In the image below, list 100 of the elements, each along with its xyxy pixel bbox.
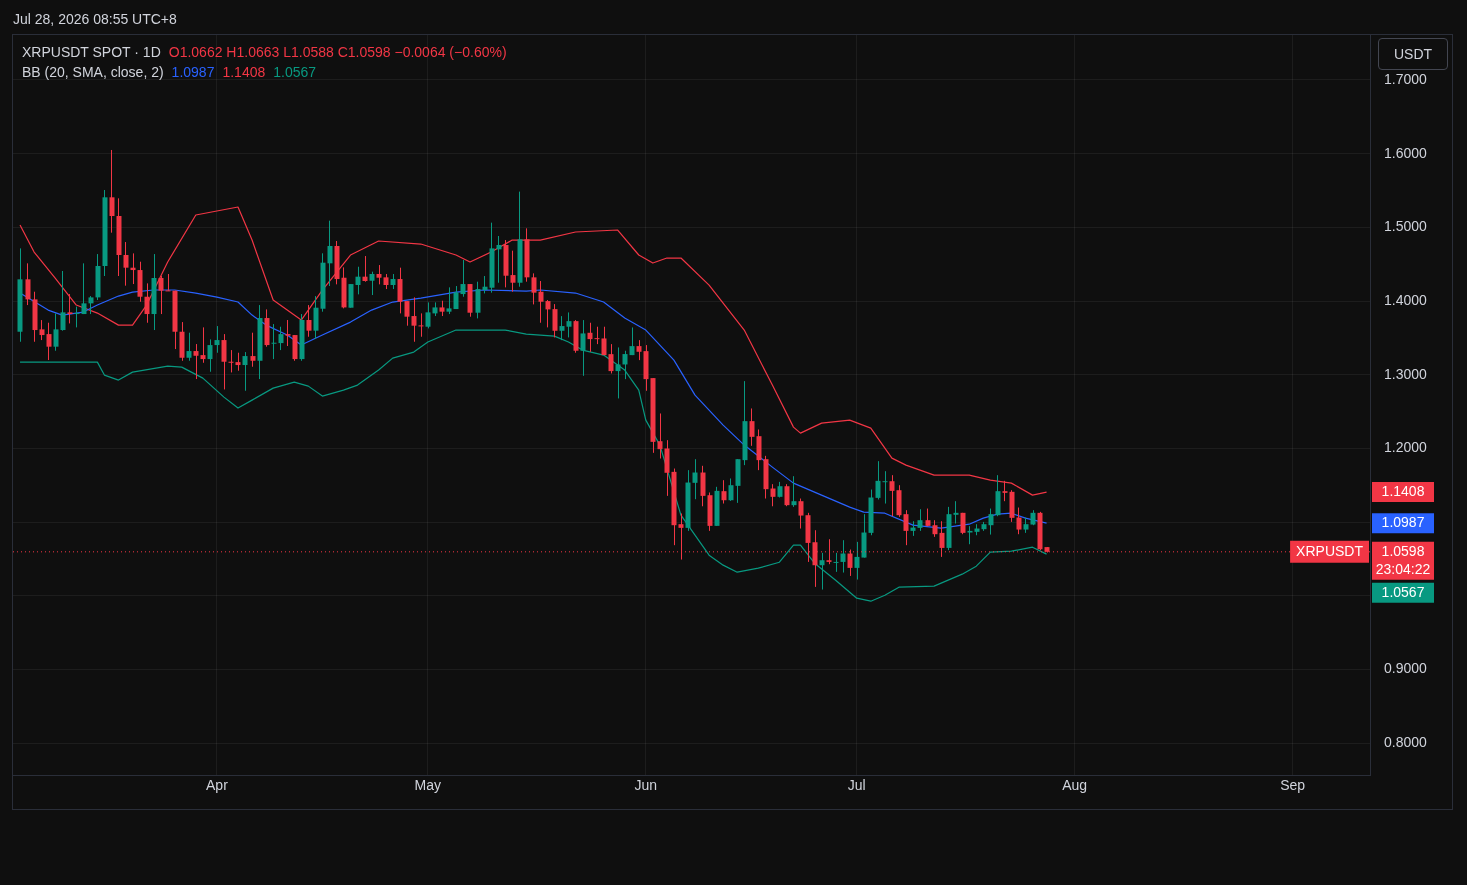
candlestick [608,343,614,374]
y-tick-label: 1.5000 [1384,218,1428,235]
candlestick [545,299,551,328]
candlestick [376,264,382,285]
candlestick [242,351,248,392]
candlestick [228,349,234,373]
candlestick [538,280,544,324]
candlestick [25,262,31,306]
candlestick [285,319,291,347]
candlestick [791,475,797,508]
candlestick [629,326,635,356]
text: 1.0598 [1381,542,1425,559]
candlestick [756,428,762,471]
y-tick-label: 1.7000 [1384,70,1428,87]
candlestick [214,325,220,354]
x-tick-label: Sep [1280,777,1306,794]
x-tick-label: Aug [1062,777,1088,794]
candlestick [587,322,593,353]
candlestick [636,339,642,361]
candlestick [60,270,66,332]
candlestick [397,267,403,314]
text: 1.0567 [1381,583,1425,600]
candlestick [144,282,150,324]
candlestick [749,407,755,447]
candlestick [123,241,129,287]
candlestick [446,286,452,315]
text: 23:04:22 [1375,560,1431,577]
candlestick [903,509,909,546]
text: 1.0987 [1381,514,1425,531]
candlestick [692,458,698,500]
candlestick [200,326,206,364]
y-tick-label: 1.4000 [1384,291,1428,308]
candlestick [39,319,45,341]
candlestick [953,500,959,525]
candlestick [418,312,424,338]
candlestick [221,333,227,390]
candlestick [369,271,375,296]
candlestick [882,470,888,505]
y-tick-label: 1.2000 [1384,439,1428,456]
candlestick [496,235,502,284]
annotation: 1.0987 [171,64,215,80]
candlestick [74,306,80,328]
y-axis-title: USDT [1378,38,1448,70]
candlestick [784,483,790,507]
x-tick-label: Jun [634,777,658,794]
candlestick [552,303,558,338]
candlestick [271,323,277,360]
candlestick [81,262,87,315]
candlestick [1016,507,1022,535]
candlestick [250,332,256,368]
candlestick [425,301,431,329]
candlestick [475,281,481,319]
candlestick [186,332,192,362]
candlestick [854,541,860,581]
x-tick-label: Jul [847,777,866,794]
annotation: 1.0567 [273,64,317,80]
y-tick-label: 0.9000 [1384,660,1428,677]
x-tick-label: Apr [206,777,229,794]
candlestick [278,326,284,351]
candlestick [53,312,59,352]
candlestick [566,311,572,338]
candlestick [657,412,663,460]
candlestick [510,250,516,293]
candlestick [622,350,628,380]
candlestick [700,465,706,507]
candlestick [158,275,164,315]
candlestick [531,272,537,305]
candlestick [460,259,466,298]
text: XRPUSDT SPOT · 1D [22,44,161,60]
candlestick [355,266,361,295]
y-tick-label: 0.8000 [1384,734,1428,751]
candlestick [770,483,776,507]
annotation: BB (20, SMA, close, 2) [22,64,164,80]
text: 1.1408 [1381,482,1425,499]
ref-line-label: XRPUSDT [1296,542,1364,559]
candlestick [193,343,199,380]
candlestick [889,474,895,517]
candlestick [615,346,621,399]
candlestick [165,273,171,292]
candlestick [833,552,839,573]
candlestick [875,460,881,500]
candlestick [594,326,600,345]
candlestick [109,149,115,234]
candlestick [819,552,825,591]
candlestick [411,296,417,343]
candlestick [798,498,804,530]
y-tick-label: 1.3000 [1384,365,1428,382]
candlestick [967,525,973,545]
candlestick [207,338,213,373]
annotation: 1.1408 [222,64,266,80]
candlestick [67,293,73,324]
candlestick [306,304,312,338]
candlestick [601,326,607,356]
candlestick [327,220,333,287]
candlestick [46,322,52,361]
candlestick [313,295,319,340]
x-tick-label: May [414,777,442,794]
candlestick [840,539,846,574]
text: Jul 28, 2026 08:55 UTC+8 [13,11,177,27]
candlestick [362,255,368,283]
